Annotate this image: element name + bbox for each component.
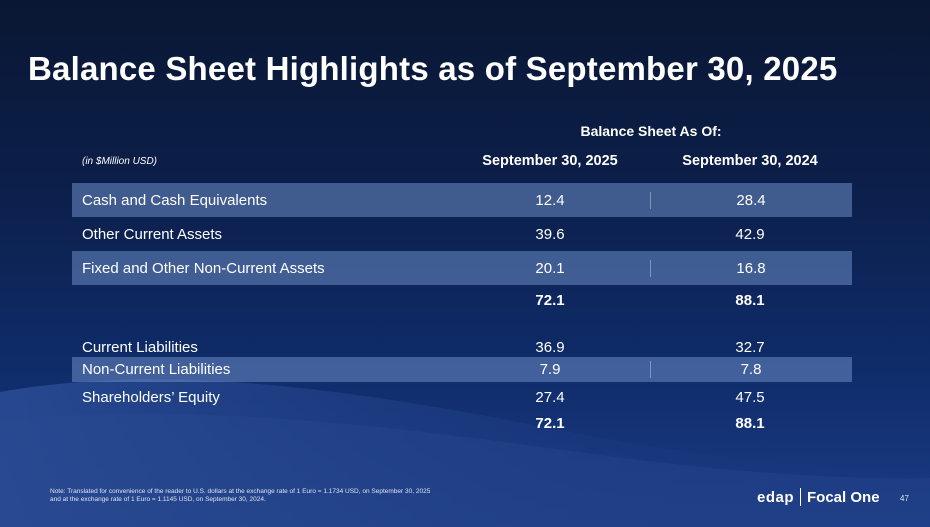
table-row-total-liabilities-equity: 72.1 88.1 xyxy=(72,410,852,436)
page-title: Balance Sheet Highlights as of September… xyxy=(28,50,838,87)
table-row-shareholders-equity: Shareholders’ Equity 27.4 47.5 xyxy=(72,384,852,410)
column-header-2025: September 30, 2025 xyxy=(482,153,618,169)
value-2025: 12.4 xyxy=(450,191,651,209)
table-row-cash: Cash and Cash Equivalents 12.4 28.4 xyxy=(72,183,852,217)
logo-divider xyxy=(800,488,802,506)
value-2024: 42.9 xyxy=(735,225,765,243)
logo-focal-one: Focal One xyxy=(807,488,880,506)
table-row-fixed-assets: Fixed and Other Non-Current Assets 20.1 … xyxy=(72,251,852,285)
value-2024: 28.4 xyxy=(736,191,766,209)
row-label: Shareholders’ Equity xyxy=(82,388,220,406)
table-row-current-liabilities: Current Liabilities 36.9 32.7 xyxy=(72,335,852,359)
table-row-total-assets: 72.1 88.1 xyxy=(72,285,852,315)
logo-edap: edap xyxy=(757,488,795,506)
value-2025: 72.1 xyxy=(535,414,565,432)
company-logo: edap Focal One xyxy=(757,488,880,506)
row-label: Current Liabilities xyxy=(82,338,198,356)
value-2025: 7.9 xyxy=(450,361,651,378)
row-label: Non-Current Liabilities xyxy=(82,361,231,378)
value-2024: 88.1 xyxy=(735,414,765,432)
unit-note: (in $Million USD) xyxy=(82,156,158,167)
table-group-header: Balance Sheet As Of: xyxy=(580,123,722,139)
value-2024: 88.1 xyxy=(735,291,765,309)
row-label: Cash and Cash Equivalents xyxy=(82,191,268,209)
row-label: Fixed and Other Non-Current Assets xyxy=(82,259,325,277)
value-2025: 39.6 xyxy=(535,225,565,243)
value-2025: 20.1 xyxy=(450,259,651,277)
column-header-2024: September 30, 2024 xyxy=(682,153,818,169)
value-2024: 32.7 xyxy=(735,338,765,356)
value-2025: 27.4 xyxy=(535,388,565,406)
page-number: 47 xyxy=(900,494,909,503)
value-2025: 72.1 xyxy=(535,291,565,309)
value-2024: 16.8 xyxy=(736,259,766,277)
row-label: Other Current Assets xyxy=(82,225,223,243)
footnote-line-2: and at the exchange rate of 1 Euro = 1.1… xyxy=(50,496,266,503)
table-row-noncurrent-liabilities: Non-Current Liabilities 7.9 7.8 xyxy=(72,357,852,382)
value-2025: 36.9 xyxy=(535,338,565,356)
footnote: Note: Translated for convenience of the … xyxy=(50,488,520,504)
table-row-other-current-assets: Other Current Assets 39.6 42.9 xyxy=(72,217,852,251)
value-2024: 7.8 xyxy=(740,361,762,378)
footnote-line-1: Note: Translated for convenience of the … xyxy=(50,488,431,495)
value-2024: 47.5 xyxy=(735,388,765,406)
